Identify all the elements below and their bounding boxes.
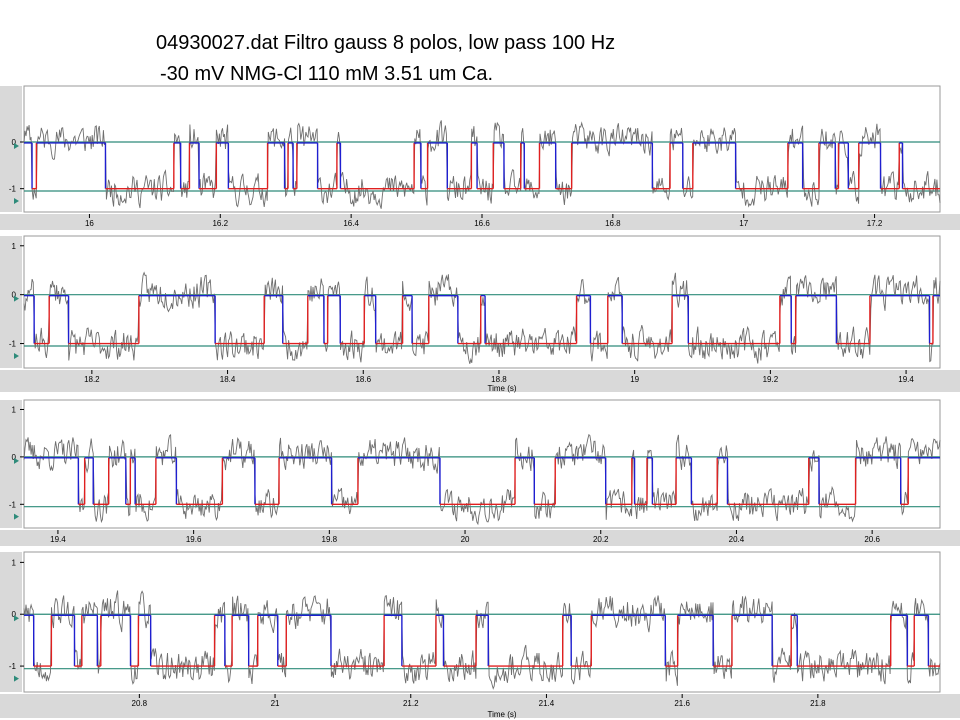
y-tick-label: 0 [12, 610, 17, 619]
x-tick-label: 19 [630, 375, 639, 384]
y-tick-label: -1 [9, 662, 17, 671]
x-tick-label: 21 [271, 699, 280, 708]
y-tick-label: -1 [9, 185, 17, 194]
x-axis-strip [0, 694, 960, 718]
x-tick-label: 20.4 [729, 535, 745, 544]
trace-chart-2: 1 0 -1 18.2 18.4 18.6 18.8 19 19.2 19.4 Time (s) [0, 235, 960, 393]
y-axis-strip [0, 236, 22, 368]
y-tick-label: 0 [12, 453, 17, 462]
level-marker-icon [14, 353, 19, 359]
plot-area [23, 399, 941, 529]
trace-panel-2: 1 0 -1 18.2 18.4 18.6 18.8 19 19.2 19.4 Time (s) [0, 232, 960, 396]
trace-panel-4: 1 0 -1 20.8 21 21.2 21.4 21.6 21.8 Time (s) [0, 548, 960, 720]
trace-panel-3: 1 0 -1 19.4 19.6 19.8 20 20.2 20.4 20.6 [0, 396, 960, 548]
x-axis-label: Time (s) [487, 710, 516, 719]
raw-current-trace [23, 590, 941, 690]
trace-chart-4: 1 0 -1 20.8 21 21.2 21.4 21.6 21.8 Time (s) [0, 551, 960, 719]
x-axis-strip [0, 530, 960, 546]
y-tick-label: 1 [12, 558, 17, 567]
y-tick-label: 0 [12, 138, 17, 147]
x-tick-label: 18.2 [84, 375, 100, 384]
title-line-2: -30 mV NMG-Cl 110 mM 3.51 um Ca. [160, 63, 494, 85]
raw-current-trace [23, 271, 941, 364]
x-axis-label: Time (s) [487, 384, 516, 393]
x-axis-strip [0, 370, 960, 392]
x-tick-label: 19.4 [50, 535, 66, 544]
x-tick-label: 19.6 [186, 535, 202, 544]
level-marker-icon [14, 143, 19, 149]
y-tick-label: 1 [12, 405, 17, 414]
x-tick-label: 20.2 [593, 535, 609, 544]
x-tick-label: 18.4 [220, 375, 236, 384]
x-tick-label: 19.8 [322, 535, 338, 544]
x-tick-label: 17.2 [867, 219, 883, 228]
x-axis-strip [0, 214, 960, 230]
x-tick-label: 18.8 [491, 375, 507, 384]
x-tick-label: 16.8 [605, 219, 621, 228]
y-tick-label: 1 [12, 242, 17, 251]
y-axis-strip [0, 400, 22, 528]
x-tick-label: 17 [739, 219, 748, 228]
y-tick-label: 0 [12, 291, 17, 300]
x-tick-label: 16 [85, 219, 94, 228]
y-axis-strip [0, 552, 22, 692]
x-tick-label: 19.4 [898, 375, 914, 384]
x-tick-label: 20.8 [132, 699, 148, 708]
x-tick-label: 20 [461, 535, 470, 544]
level-marker-icon [14, 675, 19, 682]
level-marker-icon [14, 198, 19, 204]
title-line-1: 04930027.dat Filtro gauss 8 polos, low p… [156, 32, 616, 54]
y-axis-strip [0, 86, 22, 212]
x-tick-label: 18.6 [355, 375, 371, 384]
x-tick-label: 20.6 [864, 535, 880, 544]
level-marker-icon [14, 513, 19, 520]
x-tick-label: 21.6 [674, 699, 690, 708]
y-tick-label: -1 [9, 500, 17, 509]
trace-panel-1: 0 -1 16 16.2 16.4 16.6 16.8 17 17.2 [0, 82, 960, 232]
x-tick-label: 16.2 [212, 219, 228, 228]
level-marker-icon [14, 457, 19, 464]
x-tick-label: 21.2 [403, 699, 419, 708]
y-tick-label: -1 [9, 340, 17, 349]
trace-chart-1: 0 -1 16 16.2 16.4 16.6 16.8 17 17.2 [0, 85, 960, 230]
trace-chart-3: 1 0 -1 19.4 19.6 19.8 20 20.2 20.4 20.6 [0, 399, 960, 546]
x-tick-label: 19.2 [763, 375, 779, 384]
level-marker-icon [14, 615, 19, 622]
x-tick-label: 21.8 [810, 699, 826, 708]
x-tick-label: 21.4 [539, 699, 555, 708]
x-tick-label: 16.4 [343, 219, 359, 228]
x-tick-label: 16.6 [474, 219, 490, 228]
level-marker-icon [14, 295, 19, 302]
